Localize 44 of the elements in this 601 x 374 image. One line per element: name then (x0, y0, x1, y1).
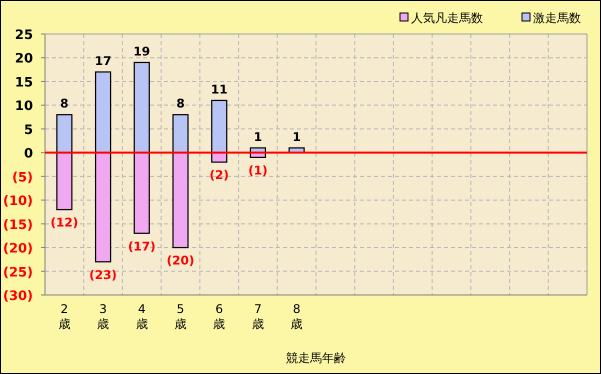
y-tick-label: (15) (3, 218, 33, 233)
data-label: (1) (248, 163, 268, 178)
data-label: (17) (128, 239, 156, 254)
x-tick-label: 8 歳 (290, 302, 303, 331)
data-label: 11 (210, 82, 228, 96)
x-axis-title: 競走馬年齢 (286, 351, 346, 365)
y-tick-label: (10) (3, 194, 33, 210)
y-tick-label: (25) (3, 265, 33, 280)
data-label: (23) (89, 268, 117, 282)
y-tick-label: 5 (24, 122, 33, 138)
x-tick-label: 3 歳 (97, 302, 110, 331)
y-tick-label: 25 (14, 28, 33, 43)
legend-label: 激走馬数 (533, 11, 581, 25)
data-label: 1 (254, 130, 262, 144)
data-label: (12) (50, 216, 78, 230)
data-label: 17 (94, 54, 112, 68)
data-label: (2) (210, 168, 229, 182)
bar (94, 71, 112, 154)
bar (56, 152, 72, 210)
bar (211, 100, 228, 154)
legend-label: 人気凡走馬数 (411, 11, 483, 25)
y-tick-label: (5) (12, 170, 33, 186)
bar (172, 152, 189, 248)
y-tick-label: 20 (14, 52, 33, 67)
x-tick-label: 5 歳 (174, 302, 186, 331)
data-label: (20) (166, 254, 194, 268)
y-tick-label: 10 (14, 99, 33, 114)
data-label: 19 (133, 44, 150, 58)
bar (94, 152, 112, 262)
x-tick-label: 4 歳 (136, 302, 148, 331)
y-tick-label: 15 (14, 75, 33, 90)
data-label: 8 (176, 96, 185, 111)
bar (172, 114, 189, 154)
x-tick-label: 7 歳 (252, 302, 264, 331)
data-label: 1 (292, 130, 301, 144)
bar (134, 152, 150, 234)
data-label: 8 (60, 96, 69, 111)
x-tick-label: 6 歳 (213, 302, 226, 331)
bar (134, 62, 150, 154)
y-tick-label: (20) (3, 242, 33, 257)
y-tick-label: 0 (24, 146, 33, 162)
y-tick-label: (30) (3, 289, 33, 304)
x-tick-label: 2 歳 (58, 302, 70, 331)
bar (56, 114, 72, 154)
